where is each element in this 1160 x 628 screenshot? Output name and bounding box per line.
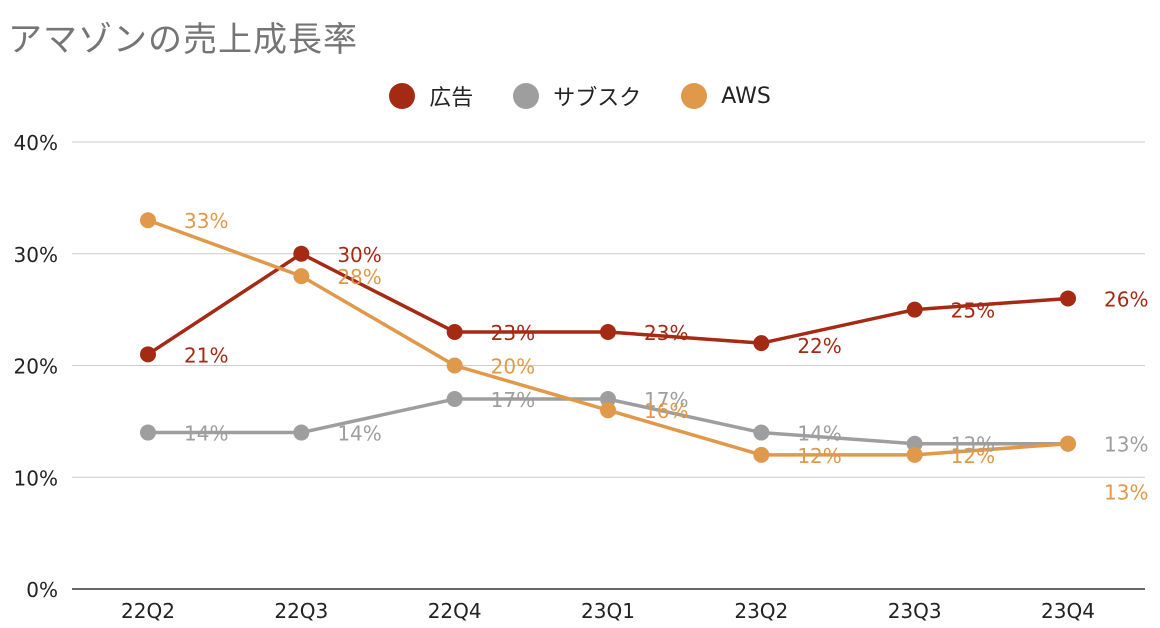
data-label: 23% bbox=[491, 321, 535, 345]
data-point bbox=[293, 424, 310, 441]
data-label: 16% bbox=[644, 399, 688, 423]
data-label: 14% bbox=[337, 422, 381, 446]
legend-swatch bbox=[513, 83, 540, 109]
data-point bbox=[753, 446, 770, 463]
y-tick-label: 20% bbox=[14, 355, 58, 379]
data-point bbox=[1060, 290, 1076, 307]
data-point bbox=[293, 245, 310, 262]
legend-item: AWS bbox=[681, 83, 771, 109]
data-label: 22% bbox=[797, 334, 841, 358]
data-label: 13% bbox=[1104, 433, 1148, 457]
x-tick-label: 23Q4 bbox=[1041, 599, 1095, 623]
legend-label: AWS bbox=[721, 83, 771, 109]
data-label: 26% bbox=[1104, 287, 1148, 311]
data-point bbox=[140, 424, 156, 441]
data-label: 17% bbox=[491, 388, 535, 412]
data-label: 12% bbox=[797, 444, 841, 468]
legend-label: 広告 bbox=[429, 86, 474, 111]
data-label: 23% bbox=[644, 321, 688, 345]
legend-swatch bbox=[681, 83, 708, 109]
x-tick-label: 22Q4 bbox=[428, 599, 482, 623]
legend-item: サブスク bbox=[513, 80, 641, 112]
data-label: 30% bbox=[337, 243, 381, 267]
data-point bbox=[906, 446, 923, 463]
data-point bbox=[753, 424, 770, 441]
x-tick-label: 23Q2 bbox=[734, 599, 788, 623]
data-label: 12% bbox=[951, 444, 995, 468]
data-label: 14% bbox=[797, 422, 841, 446]
y-tick-label: 0% bbox=[26, 578, 58, 602]
legend-label: サブスク bbox=[553, 86, 642, 111]
y-tick-label: 10% bbox=[14, 466, 58, 490]
data-point bbox=[446, 391, 463, 408]
x-tick-label: 23Q1 bbox=[581, 599, 635, 623]
data-point bbox=[293, 268, 310, 285]
data-point bbox=[446, 323, 463, 340]
x-tick-label: 23Q3 bbox=[888, 599, 942, 623]
data-point bbox=[140, 212, 156, 229]
data-point bbox=[140, 346, 156, 363]
data-point bbox=[600, 402, 616, 419]
data-point bbox=[1060, 435, 1076, 452]
legend: 広告 サブスク AWS bbox=[0, 80, 1160, 112]
data-point bbox=[753, 335, 770, 352]
chart-title: アマゾンの売上成長率 bbox=[8, 20, 358, 60]
data-label: 25% bbox=[951, 299, 995, 323]
y-tick-label: 30% bbox=[14, 243, 58, 267]
legend-item: 広告 bbox=[389, 80, 473, 112]
data-point bbox=[906, 301, 923, 318]
legend-swatch bbox=[389, 83, 416, 109]
x-tick-label: 22Q2 bbox=[121, 599, 175, 623]
data-point bbox=[600, 391, 616, 408]
data-label: 13% bbox=[951, 433, 995, 457]
data-label: 14% bbox=[184, 422, 228, 446]
data-point bbox=[906, 435, 923, 452]
data-label: 17% bbox=[644, 388, 688, 412]
data-point bbox=[446, 357, 463, 374]
data-label: 28% bbox=[337, 265, 381, 289]
data-label: 13% bbox=[1104, 481, 1148, 505]
x-tick-label: 22Q3 bbox=[274, 599, 328, 623]
data-label: 33% bbox=[184, 209, 228, 233]
data-label: 21% bbox=[184, 343, 228, 367]
data-point bbox=[600, 323, 616, 340]
y-tick-label: 40% bbox=[14, 131, 58, 155]
data-label: 20% bbox=[491, 355, 535, 379]
